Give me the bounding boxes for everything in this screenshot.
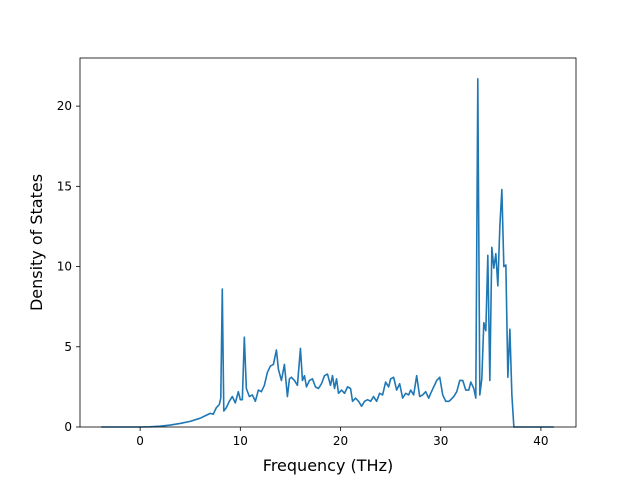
- plot-area: [101, 78, 554, 428]
- y-axis-ticks: 0 5 10 15 20: [57, 99, 80, 434]
- y-axis-label: Density of States: [27, 174, 46, 311]
- x-tick-label: 10: [233, 434, 248, 448]
- dos-series-line: [101, 78, 554, 428]
- x-tick-label: 40: [533, 434, 548, 448]
- y-tick-label: 0: [64, 420, 72, 434]
- x-axis-label: Frequency (THz): [263, 456, 393, 475]
- y-tick-label: 5: [64, 340, 72, 354]
- x-axis-ticks: 0 10 20 30 40: [136, 427, 549, 448]
- x-tick-label: 0: [136, 434, 144, 448]
- x-tick-label: 20: [333, 434, 348, 448]
- y-tick-label: 20: [57, 99, 72, 113]
- y-tick-label: 10: [57, 260, 72, 274]
- x-tick-label: 30: [433, 434, 448, 448]
- axes-frame: [79, 57, 577, 428]
- y-tick-label: 15: [57, 179, 72, 193]
